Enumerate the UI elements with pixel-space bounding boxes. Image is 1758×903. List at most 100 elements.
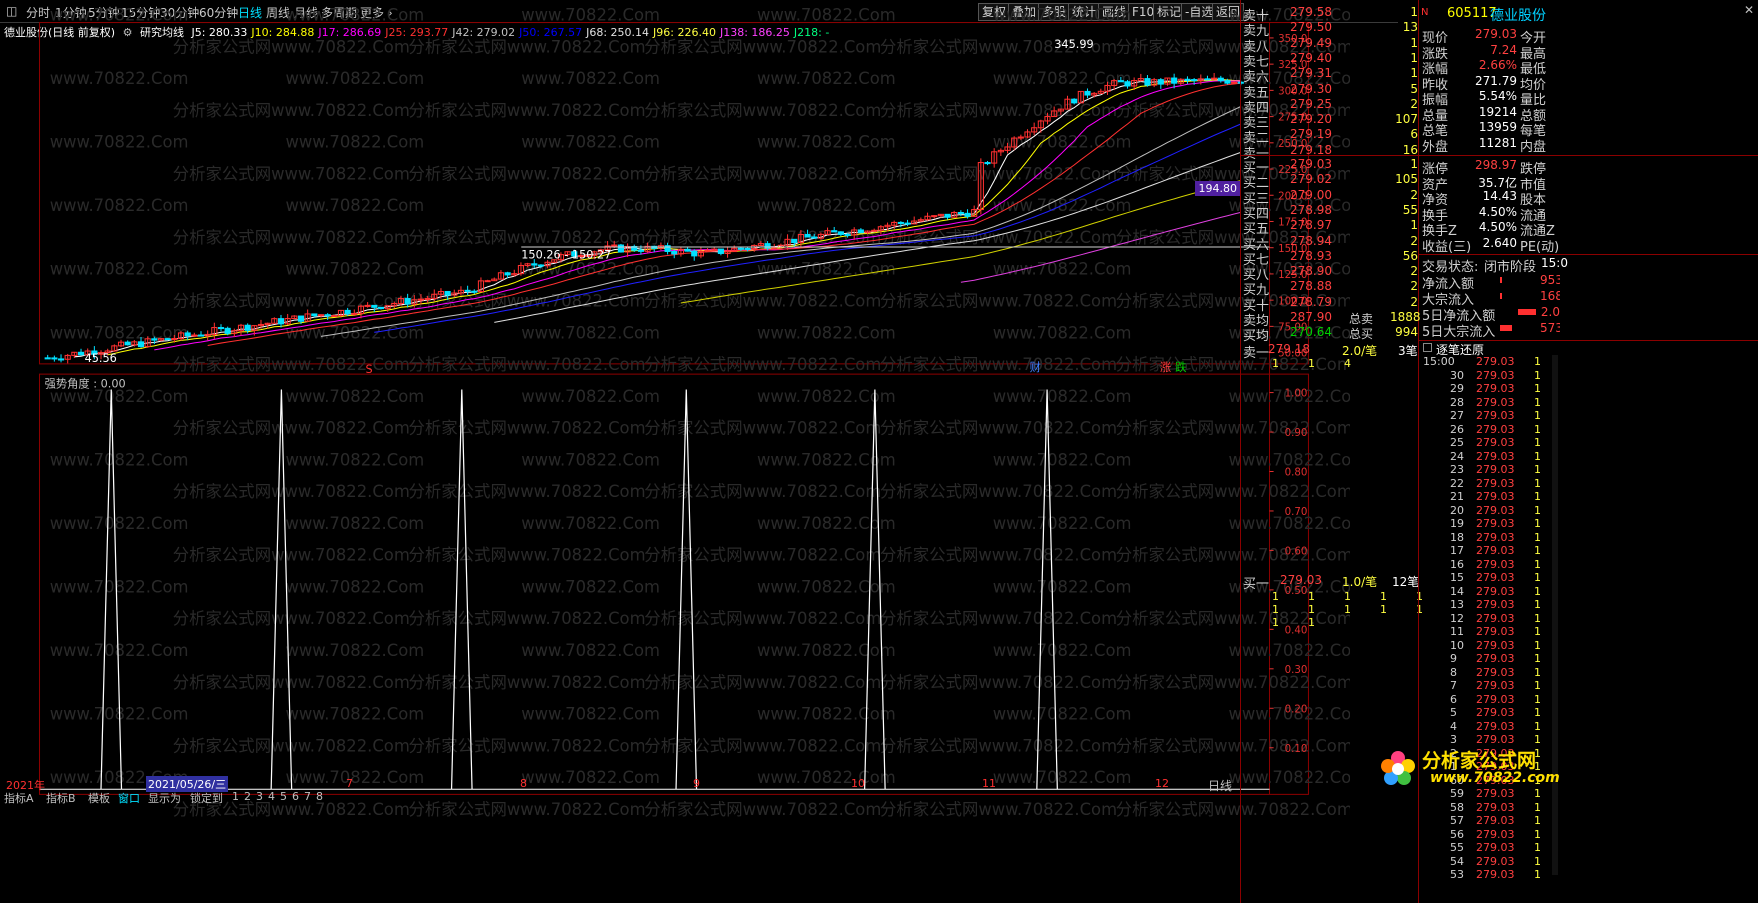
indicator-tick-label: 0.90 — [1285, 427, 1308, 439]
sell-level-price: 279.31 — [1290, 66, 1332, 81]
candle-body — [464, 289, 471, 292]
candle-body — [211, 327, 218, 335]
indicator-tab[interactable]: 4 — [268, 790, 275, 803]
tab-5min[interactable]: 5分钟 — [88, 6, 120, 20]
watermark-text: 分析家公式网www.70822.Com — [880, 800, 1117, 819]
watermark-text: www.70822.Com — [757, 323, 896, 342]
remove-watchlist-button[interactable]: -自选 — [1181, 3, 1218, 21]
kline-chart[interactable]: www.70822.Com www.70822.Com www.70822.Com w… — [0, 0, 1350, 820]
watermark-text: 分析家公式网www.70822.Com — [173, 101, 410, 120]
tick-time: 13 — [1450, 598, 1464, 611]
tick-scrollbar[interactable] — [1552, 355, 1558, 875]
indicator-tab[interactable]: 模板 — [88, 792, 110, 805]
buy-level-volume: 105 — [1395, 172, 1418, 187]
watermark-text: 分析家公式网www.70822.Com — [173, 228, 410, 247]
tick-price: 279.03 — [1476, 503, 1515, 517]
sell-level-price: 279.18 — [1290, 142, 1332, 157]
watermark-text: 分析家公式网www.70822.Com — [880, 736, 1117, 755]
indicator-name[interactable]: 研究均线 — [139, 26, 184, 39]
candle-body — [351, 312, 358, 315]
watermark-text: 分析家公式网www.70822.Com — [644, 609, 881, 628]
indicator-tab[interactable]: 7 — [304, 790, 311, 803]
avg-label: 买均 — [1243, 329, 1270, 344]
indicator-tab[interactable]: 1 — [232, 790, 239, 803]
watermark-text: www.70822.Com — [1229, 6, 1351, 25]
candle-body — [151, 338, 158, 341]
buy-level-price: 278.94 — [1290, 233, 1332, 248]
watermark-text: 分析家公式网www.70822.Com — [1116, 164, 1350, 183]
indicator-tab[interactable]: 锁定到 — [190, 792, 223, 805]
candle-body — [537, 264, 545, 267]
quote2-value: 2.640 — [1482, 235, 1517, 250]
mark-button[interactable]: 标记 — [1153, 3, 1186, 21]
indicator-tab[interactable]: 显示为 — [148, 792, 181, 805]
close-icon[interactable]: ✕ — [1744, 3, 1755, 17]
f10-button[interactable]: F10 — [1128, 3, 1159, 21]
tick-volume: 1 — [1534, 571, 1541, 584]
indicator-tick-label: 0.80 — [1285, 467, 1308, 479]
indicator-tab[interactable]: 8 — [316, 790, 323, 803]
candle-body — [191, 334, 198, 337]
sell-level-volume: 6 — [1410, 127, 1418, 142]
tab-60min[interactable]: 60分钟 — [199, 6, 239, 20]
watermark-text: www.70822.Com — [286, 705, 425, 724]
overlay-button[interactable]: 叠加 — [1008, 3, 1041, 21]
candle-body — [1164, 77, 1171, 85]
tick-time: 15 — [1450, 571, 1464, 584]
candle-body — [184, 332, 191, 337]
ma-line — [320, 106, 1242, 337]
statistics-button[interactable]: 统计 — [1068, 3, 1101, 21]
tab-fenshi[interactable]: 分时 — [26, 6, 51, 20]
tick-price: 279.03 — [1476, 814, 1515, 827]
candle-body — [764, 243, 771, 249]
menu-icon[interactable]: ◫ — [6, 4, 18, 18]
indicator-tab[interactable]: 2 — [244, 790, 251, 803]
tab-15min[interactable]: 15分钟 — [121, 6, 161, 20]
event-marker: S — [365, 363, 372, 376]
tick-volume: 1 — [1534, 719, 1541, 733]
ma-lines — [74, 78, 1242, 358]
tab-more[interactable]: 更多 › — [360, 4, 393, 21]
tab-daily[interactable]: 日线 — [238, 6, 263, 20]
candle-body — [911, 220, 918, 225]
tab-multi-period[interactable]: 多周期 — [321, 6, 358, 20]
indicator-tab[interactable]: 5 — [280, 790, 287, 803]
tick-price: 279.03 — [1476, 706, 1515, 719]
ma-line — [374, 123, 1242, 333]
watermark-text: 分析家公式网www.70822.Com — [1116, 546, 1350, 565]
watermark-text: www.70822.Com — [50, 387, 189, 406]
tick-volume: 1 — [1534, 368, 1541, 382]
tab-weekly[interactable]: 周线 — [266, 6, 291, 20]
candle-body — [877, 226, 884, 231]
tick-price: 279.03 — [1476, 598, 1515, 611]
tab-1min[interactable]: 1分钟 — [55, 6, 87, 20]
tick-volume: 1 — [1534, 638, 1541, 652]
indicator-tab[interactable]: 指标A — [4, 792, 34, 805]
candle-body — [937, 213, 944, 217]
candle-body — [1231, 81, 1238, 84]
candle-body — [451, 292, 458, 296]
indicator-tab[interactable]: 6 — [292, 790, 299, 803]
tick-panel-icon[interactable] — [1423, 343, 1432, 352]
price-tick-label: 100.0 — [1278, 295, 1307, 307]
tab-30min[interactable]: 30分钟 — [160, 6, 200, 20]
high-annotation: 345.99 — [1054, 38, 1093, 51]
tab-monthly[interactable]: 月线 — [294, 6, 319, 20]
buy-level-price: 279.03 — [1290, 157, 1332, 171]
indicator-tab[interactable]: 窗口 — [118, 792, 140, 805]
queue-buy-order: 1 — [1380, 603, 1387, 616]
price-tick-label: 175.0 — [1278, 217, 1307, 229]
gear-icon[interactable]: ⚙ — [122, 26, 133, 39]
candle-body — [204, 333, 211, 337]
buy-level-volume: 2 — [1410, 294, 1418, 309]
tick-volume: 1 — [1534, 868, 1541, 881]
draw-line-button[interactable]: 画线 — [1098, 3, 1131, 21]
indicator-tick-label: 0.60 — [1285, 546, 1308, 558]
indicator-tab[interactable]: 指标B — [46, 792, 76, 805]
back-button[interactable]: 返回 — [1212, 3, 1245, 21]
tick-time: 1 — [1450, 760, 1457, 773]
candle-body — [1184, 78, 1191, 81]
indicator-tab[interactable]: 3 — [256, 790, 263, 803]
sell-level-price: 279.49 — [1290, 35, 1332, 50]
tick-volume: 1 — [1534, 746, 1541, 760]
